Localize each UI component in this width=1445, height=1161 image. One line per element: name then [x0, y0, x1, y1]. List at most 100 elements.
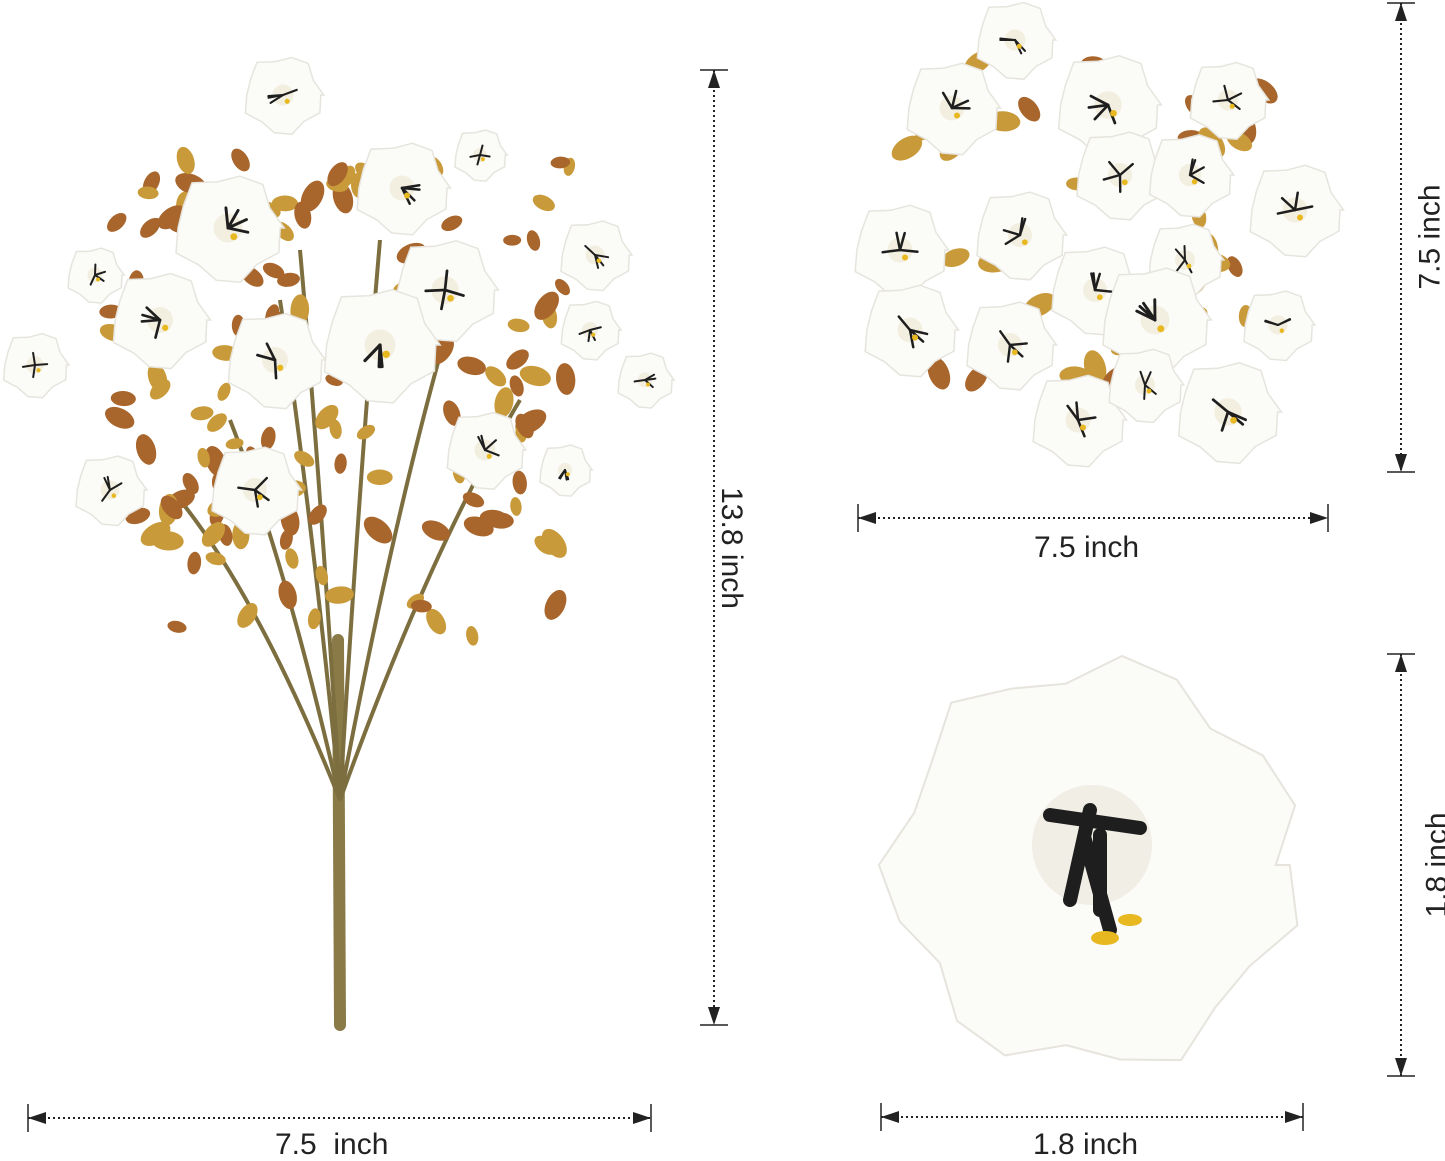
flower-pollen	[480, 157, 485, 162]
flower-pollen	[902, 254, 908, 261]
leaf	[308, 504, 327, 525]
flower	[976, 191, 1069, 281]
flower	[2, 332, 71, 399]
flower-stamen	[226, 208, 240, 230]
flower	[1243, 290, 1317, 362]
flower-stamen	[1143, 384, 1146, 400]
flower	[906, 62, 1002, 156]
leaf	[534, 291, 559, 320]
flower-stamen	[1135, 309, 1157, 322]
flower-stamen	[224, 206, 230, 230]
flower-stamen	[1276, 208, 1297, 215]
flower-stamen	[256, 353, 277, 362]
arrow-right-icon	[1285, 1111, 1303, 1123]
flower-stamen	[21, 364, 36, 368]
flower-stamen	[1089, 94, 1110, 107]
leaf	[285, 548, 299, 569]
flower-stamen	[363, 343, 382, 363]
leaf	[463, 516, 494, 537]
flower	[356, 142, 452, 236]
bouquet-stem	[332, 634, 346, 1031]
flower-stamen	[1174, 248, 1186, 261]
leaf	[315, 565, 329, 586]
arrow-right-icon	[633, 1112, 651, 1124]
leaf	[307, 608, 321, 630]
bouquet-width-label: 7.5 inch	[275, 1128, 389, 1161]
flower-stamen	[483, 439, 498, 452]
flower-stamen	[1280, 196, 1297, 212]
flower-stamen	[106, 475, 111, 491]
leaf	[182, 473, 199, 495]
flower	[864, 284, 960, 378]
flower	[211, 446, 304, 536]
flower-stamen	[1264, 319, 1279, 326]
leaf	[325, 586, 354, 604]
arrow-down-icon	[708, 1007, 720, 1025]
flower-stamen	[443, 288, 465, 297]
flower-stamen	[34, 363, 49, 366]
arrow-left-icon	[28, 1112, 46, 1124]
flower-stamen	[999, 37, 1017, 42]
flower-stamen	[109, 482, 123, 491]
flower-stamen	[94, 270, 106, 276]
flower-pollen	[1016, 43, 1022, 49]
flower-stamen	[1142, 301, 1157, 322]
flower-pollen	[96, 277, 100, 282]
arrow-up-icon	[1395, 3, 1407, 21]
flower-pollen	[111, 493, 117, 498]
flower	[323, 288, 442, 404]
leaf	[278, 580, 297, 610]
leaf	[176, 146, 195, 175]
flower-stamen	[1076, 416, 1097, 422]
flower-stamen	[32, 364, 36, 379]
flower-stamen	[1002, 229, 1022, 237]
leaf	[294, 450, 315, 467]
flower	[854, 204, 950, 298]
flower-pollen	[1297, 214, 1303, 221]
flower-pollen	[36, 368, 41, 373]
arrow-left-icon	[881, 1111, 899, 1123]
leaf	[927, 356, 951, 390]
flower-pollen	[1229, 103, 1235, 109]
single-flower-pollen	[1118, 914, 1142, 926]
arrow-left-icon	[858, 512, 876, 524]
flower	[112, 272, 212, 370]
flower	[539, 444, 594, 497]
flower-stamen	[1018, 217, 1027, 237]
flower-stamen	[265, 342, 277, 362]
leaf	[147, 363, 168, 393]
leaf	[167, 620, 187, 633]
flower	[1057, 55, 1163, 158]
leaf	[506, 349, 529, 370]
leaf	[541, 528, 567, 558]
flower-stamen	[578, 329, 591, 335]
flower-stamen	[559, 469, 566, 480]
flower-pollen	[596, 258, 602, 263]
flower-stamen	[1066, 404, 1080, 422]
leaf	[260, 426, 276, 450]
single-flower-stamen	[1043, 803, 1147, 937]
leaf	[334, 453, 347, 474]
flower-pollen	[1157, 325, 1165, 333]
flower-stamen	[594, 254, 600, 269]
flower-pollen	[1191, 179, 1198, 185]
flower-pollen	[447, 294, 454, 302]
flower-stamen	[633, 379, 646, 383]
flower-stamen	[253, 488, 259, 508]
flower-stamen	[1188, 173, 1205, 185]
leaf	[207, 413, 227, 432]
leaf	[201, 522, 226, 547]
leaf	[443, 400, 461, 426]
leaf	[197, 447, 210, 468]
flower	[1148, 223, 1226, 299]
flower-pollen	[565, 472, 570, 477]
flower-stamen	[594, 254, 610, 259]
leaf	[144, 217, 162, 231]
flower	[175, 175, 286, 283]
flower-stamen	[253, 488, 270, 502]
flower-width-label: 1.8 inch	[1033, 1128, 1139, 1161]
leaf	[891, 135, 923, 161]
leaf	[190, 406, 214, 421]
leaf	[509, 375, 524, 397]
flower-pollen	[382, 350, 390, 359]
